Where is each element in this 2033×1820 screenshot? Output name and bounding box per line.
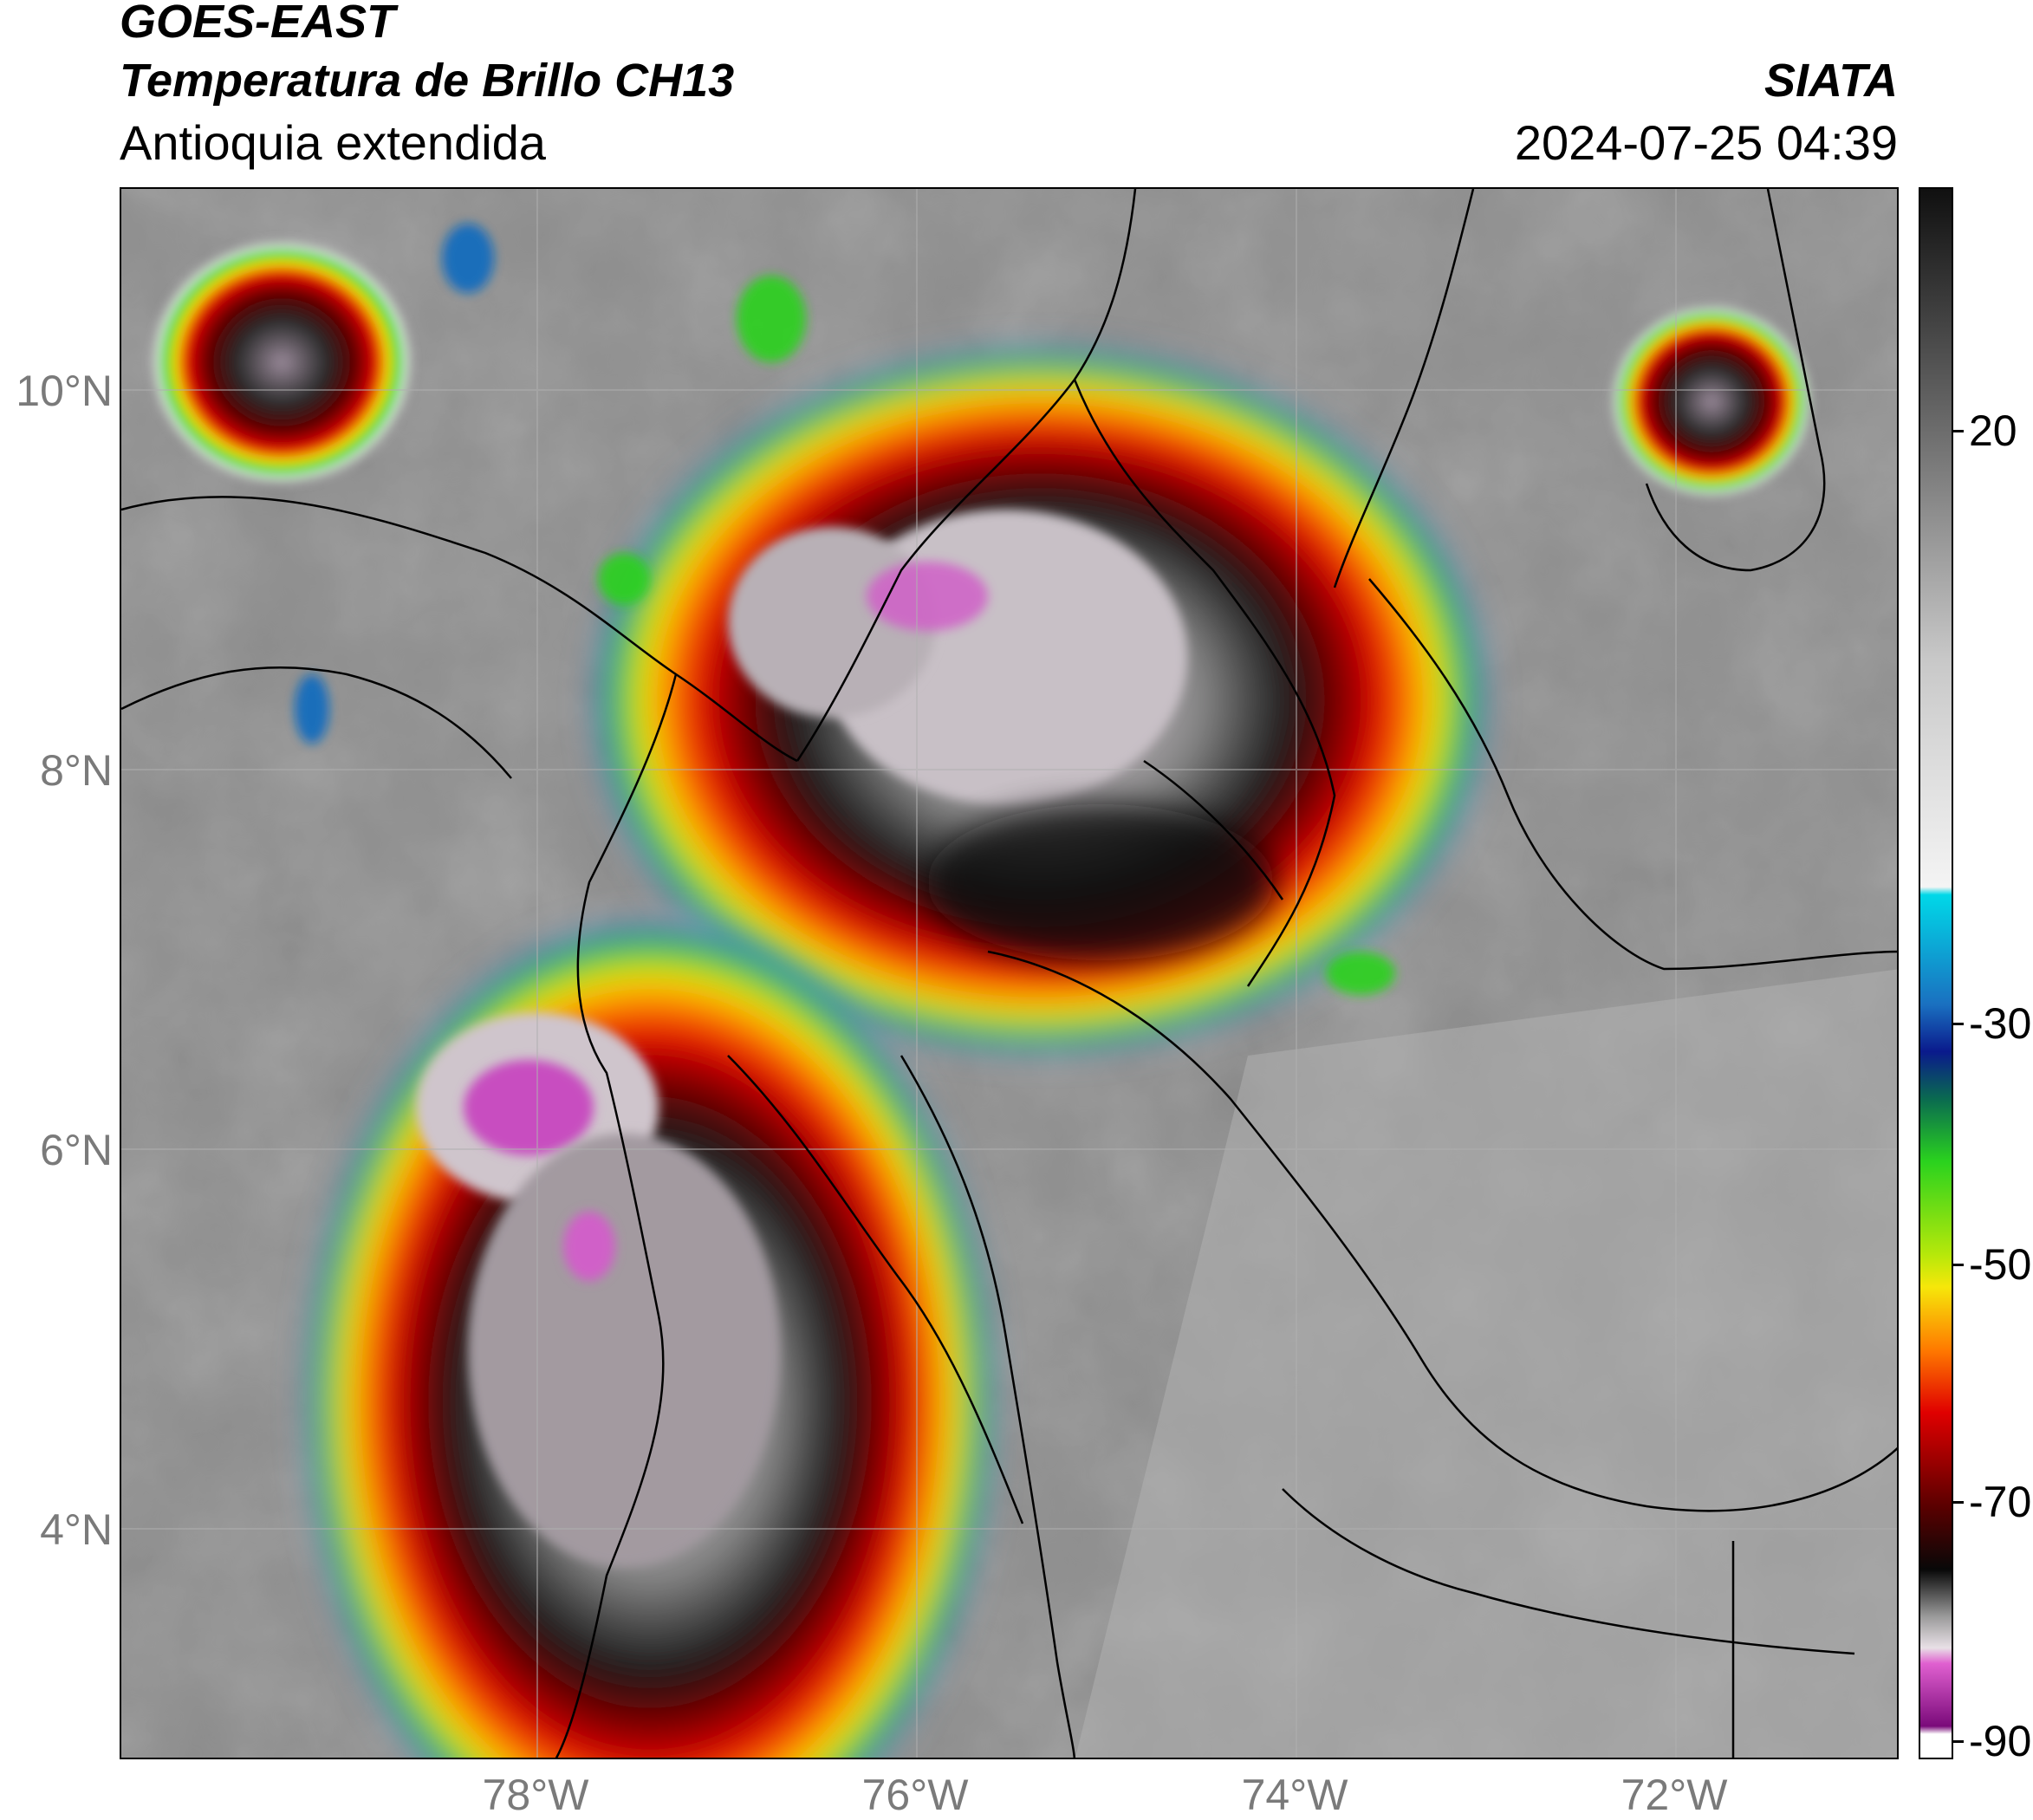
colorbar-label-minus70: -70	[1969, 1478, 2032, 1526]
colorbar-tick-20	[1953, 430, 1964, 432]
colorbar-label-minus90: -90	[1969, 1717, 2032, 1765]
colorbar-label-20: 20	[1969, 406, 2017, 455]
timestamp-label: 2024-07-25 04:39	[1514, 115, 1898, 170]
colorbar	[1919, 187, 1953, 1759]
borders	[121, 189, 1897, 1758]
lat-label-8n: 8°N	[40, 746, 113, 795]
lat-label-10n: 10°N	[16, 367, 113, 415]
colorbar-label-minus30: -30	[1969, 999, 2032, 1048]
lat-label-4n: 4°N	[40, 1505, 113, 1554]
storm-northeast	[1612, 306, 1811, 497]
storm-northwest	[152, 241, 412, 484]
eastern-plains	[1075, 969, 1897, 1758]
map-canvas	[121, 189, 1897, 1758]
storm-north-central	[589, 345, 1491, 1056]
region-subtitle: Antioquia extendida	[120, 115, 546, 170]
storm-southwest	[303, 917, 997, 1758]
main-title: GOES-EAST	[120, 0, 396, 48]
gridlines	[121, 189, 1897, 1758]
organization-label: SIATA	[1764, 55, 1898, 107]
lon-label-74w: 74°W	[1241, 1771, 1348, 1819]
colorbar-tick-minus70	[1953, 1501, 1964, 1504]
colorbar-tick-minus90	[1953, 1740, 1964, 1743]
colorbar-label-minus50: -50	[1969, 1240, 2032, 1289]
lon-label-76w: 76°W	[861, 1771, 969, 1819]
lon-label-78w: 78°W	[482, 1771, 589, 1819]
colorbar-tick-minus50	[1953, 1264, 1964, 1266]
lat-label-6n: 6°N	[40, 1126, 113, 1174]
satellite-map	[120, 187, 1899, 1759]
colorbar-tick-minus30	[1953, 1023, 1964, 1025]
product-title: Temperatura de Brillo CH13	[120, 55, 735, 107]
lon-label-72w: 72°W	[1621, 1771, 1728, 1819]
cloud-fragments	[295, 224, 1395, 995]
